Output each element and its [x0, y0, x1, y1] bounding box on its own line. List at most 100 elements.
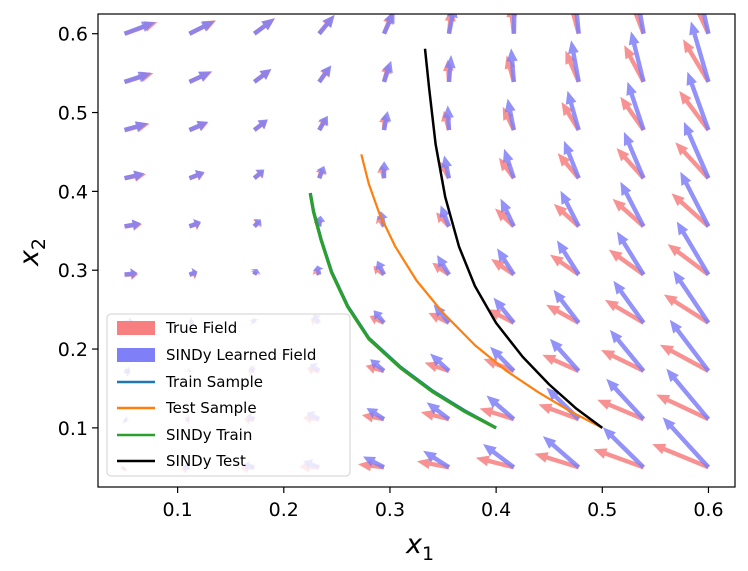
sindy-field-arrow — [188, 170, 205, 181]
true-field-arrow — [608, 249, 645, 277]
sindy-field-arrow — [701, 14, 711, 35]
sindy-field-arrow — [444, 55, 456, 83]
sindy-field-arrow — [253, 18, 275, 36]
sindy-field-arrow — [565, 90, 581, 131]
true-field-arrow — [365, 363, 385, 374]
sindy-field-arrow — [557, 240, 581, 276]
x-tick-label: 0.1 — [163, 499, 193, 521]
sindy-field-arrow — [623, 131, 646, 180]
sindy-field-arrow — [366, 408, 386, 421]
sindy-field-arrow — [683, 121, 711, 180]
sindy-field-arrow — [373, 310, 386, 325]
sindy-field-arrow — [188, 267, 198, 279]
sindy-field-arrow — [433, 304, 451, 325]
sindy-field-arrow — [370, 359, 386, 373]
sindy-field-arrow — [626, 81, 646, 131]
sindy-field-arrow — [483, 444, 516, 469]
sindy-field-arrow — [560, 190, 581, 228]
sindy-field-arrow — [381, 60, 393, 83]
series-line-sindy-test — [423, 48, 604, 429]
sindy-field-arrow — [316, 165, 327, 180]
sindy-field-arrow — [252, 119, 268, 132]
y-tick-label: 0.3 — [58, 260, 88, 282]
sindy-field-arrow — [686, 71, 711, 131]
true-field-arrow — [656, 394, 710, 422]
x-axis-label: x1 — [405, 529, 434, 565]
y-tick-label: 0.6 — [58, 24, 88, 46]
x-tick-label: 0.6 — [693, 499, 723, 521]
true-field-arrow — [534, 452, 580, 470]
true-field-arrow — [612, 198, 646, 228]
sindy-field-arrow — [676, 221, 711, 276]
sindy-field-arrow — [568, 40, 581, 83]
x-tick-label: 0.4 — [481, 499, 511, 521]
true-field-arrow — [428, 312, 450, 325]
sindy-field-arrow — [497, 248, 516, 276]
sindy-field-arrow — [511, 14, 517, 34]
true-field-arrow — [475, 455, 515, 470]
sindy-field-arrow — [124, 268, 138, 280]
sindy-field-arrow — [317, 115, 329, 132]
sindy-field-arrow — [314, 215, 326, 227]
x-tick-label: 0.5 — [587, 499, 617, 521]
legend-label-true-field: True Field — [165, 319, 237, 337]
sindy-field-arrow — [613, 280, 646, 325]
sindy-field-arrow — [549, 338, 581, 373]
sindy-field-arrow — [620, 181, 646, 228]
sindy-field-arrow — [666, 368, 711, 421]
sindy-field-arrow — [609, 329, 646, 373]
series-line-sindy-train — [308, 193, 497, 430]
sindy-field-arrow — [446, 14, 458, 35]
sindy-field-arrow — [500, 198, 516, 228]
sindy-field-arrows — [119, 14, 711, 473]
true-field-arrow — [616, 148, 646, 180]
legend-label-sindy-train: SINDy Train — [166, 426, 252, 444]
legend-box — [106, 313, 351, 477]
legend-label-test-sample: Test Sample — [165, 399, 257, 417]
sindy-field-arrow — [673, 270, 711, 324]
sindy-field-arrow — [124, 219, 141, 231]
sindy-field-arrow — [441, 155, 452, 179]
sindy-field-arrow — [312, 265, 324, 276]
series-line-test-sample — [360, 154, 603, 429]
sindy-field-arrow — [253, 69, 272, 84]
true-field-arrow — [542, 354, 580, 373]
x-tick-label: 0.2 — [269, 499, 299, 521]
true-field-arrow — [546, 304, 580, 325]
legend-swatch-sindy-field — [117, 348, 155, 362]
sindy-field-arrow — [123, 71, 152, 84]
sindy-field-arrow — [680, 171, 711, 228]
y-tick-label: 0.1 — [58, 418, 88, 440]
sindy-field-arrow — [689, 21, 711, 83]
sindy-field-arrow — [563, 140, 581, 179]
true-field-arrow — [597, 399, 645, 422]
sindy-field-arrow — [506, 48, 518, 83]
sindy-field-arrow — [124, 170, 145, 182]
sindy-field-arrow — [542, 436, 581, 469]
sindy-field-arrow — [602, 427, 646, 469]
sindy-field-arrow — [188, 219, 201, 230]
sindy-field-arrow — [553, 289, 581, 325]
sindy-field-arrow — [317, 14, 335, 36]
y-axis-label: x2 — [14, 238, 50, 267]
sindy-field-arrow — [363, 456, 385, 470]
sindy-field-arrow — [493, 297, 516, 325]
sindy-field-arrow — [616, 231, 646, 276]
sindy-field-arrow — [123, 21, 156, 36]
true-field-arrow — [663, 294, 710, 325]
true-field-arrow — [553, 203, 581, 228]
true-field-arrow — [671, 193, 710, 228]
sindy-field-arrow — [442, 105, 454, 131]
true-field-arrow — [550, 254, 580, 277]
sindy-field-arrow — [252, 169, 265, 180]
y-tick-label: 0.2 — [58, 339, 88, 361]
sindy-field-arrow — [439, 205, 451, 228]
sindy-field-arrow — [188, 71, 212, 84]
true-field-arrow — [416, 458, 450, 470]
sindy-field-arrow — [503, 148, 516, 179]
true-field-arrow — [424, 361, 450, 373]
sindy-field-arrow — [188, 20, 215, 36]
true-field-arrow — [667, 244, 710, 277]
trajectory-lines — [308, 48, 604, 430]
true-field-arrow — [679, 90, 711, 132]
